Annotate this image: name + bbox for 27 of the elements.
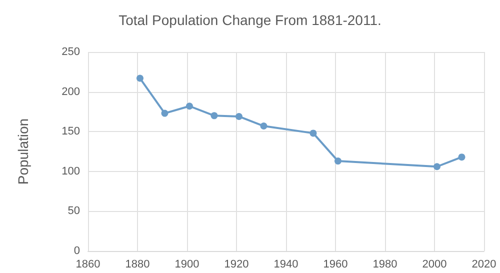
point — [458, 154, 466, 161]
x-tick-label: 1880 — [125, 258, 150, 270]
point — [186, 102, 193, 110]
point — [433, 163, 440, 170]
y-tick-label: 150 — [62, 126, 80, 138]
x-tick-label: 1940 — [274, 258, 298, 270]
x-tick-label: 2020 — [472, 258, 496, 270]
point — [210, 112, 218, 120]
y-tick-label: 100 — [62, 165, 80, 178]
x-tick-label: 1920 — [224, 258, 249, 270]
chart-title: Total Population Change From 1881-2011. — [118, 12, 382, 28]
point — [235, 112, 242, 120]
y-tick-label: 200 — [62, 86, 80, 98]
point — [136, 74, 144, 82]
x-tick-label: 1960 — [323, 258, 348, 270]
y-tick-label: 250 — [62, 46, 80, 58]
point — [310, 130, 317, 137]
point — [260, 122, 268, 130]
x-tick-label: 1900 — [174, 258, 200, 270]
x-tick-label: 1860 — [76, 258, 100, 270]
y-axis-title: Population — [15, 118, 31, 185]
x-tick-label: 2000 — [422, 258, 447, 270]
point — [161, 110, 168, 117]
y-tick-label: 0 — [74, 245, 80, 257]
x-tick-label: 1980 — [372, 258, 398, 270]
y-tick-label: 50 — [68, 205, 80, 218]
point — [334, 158, 342, 165]
